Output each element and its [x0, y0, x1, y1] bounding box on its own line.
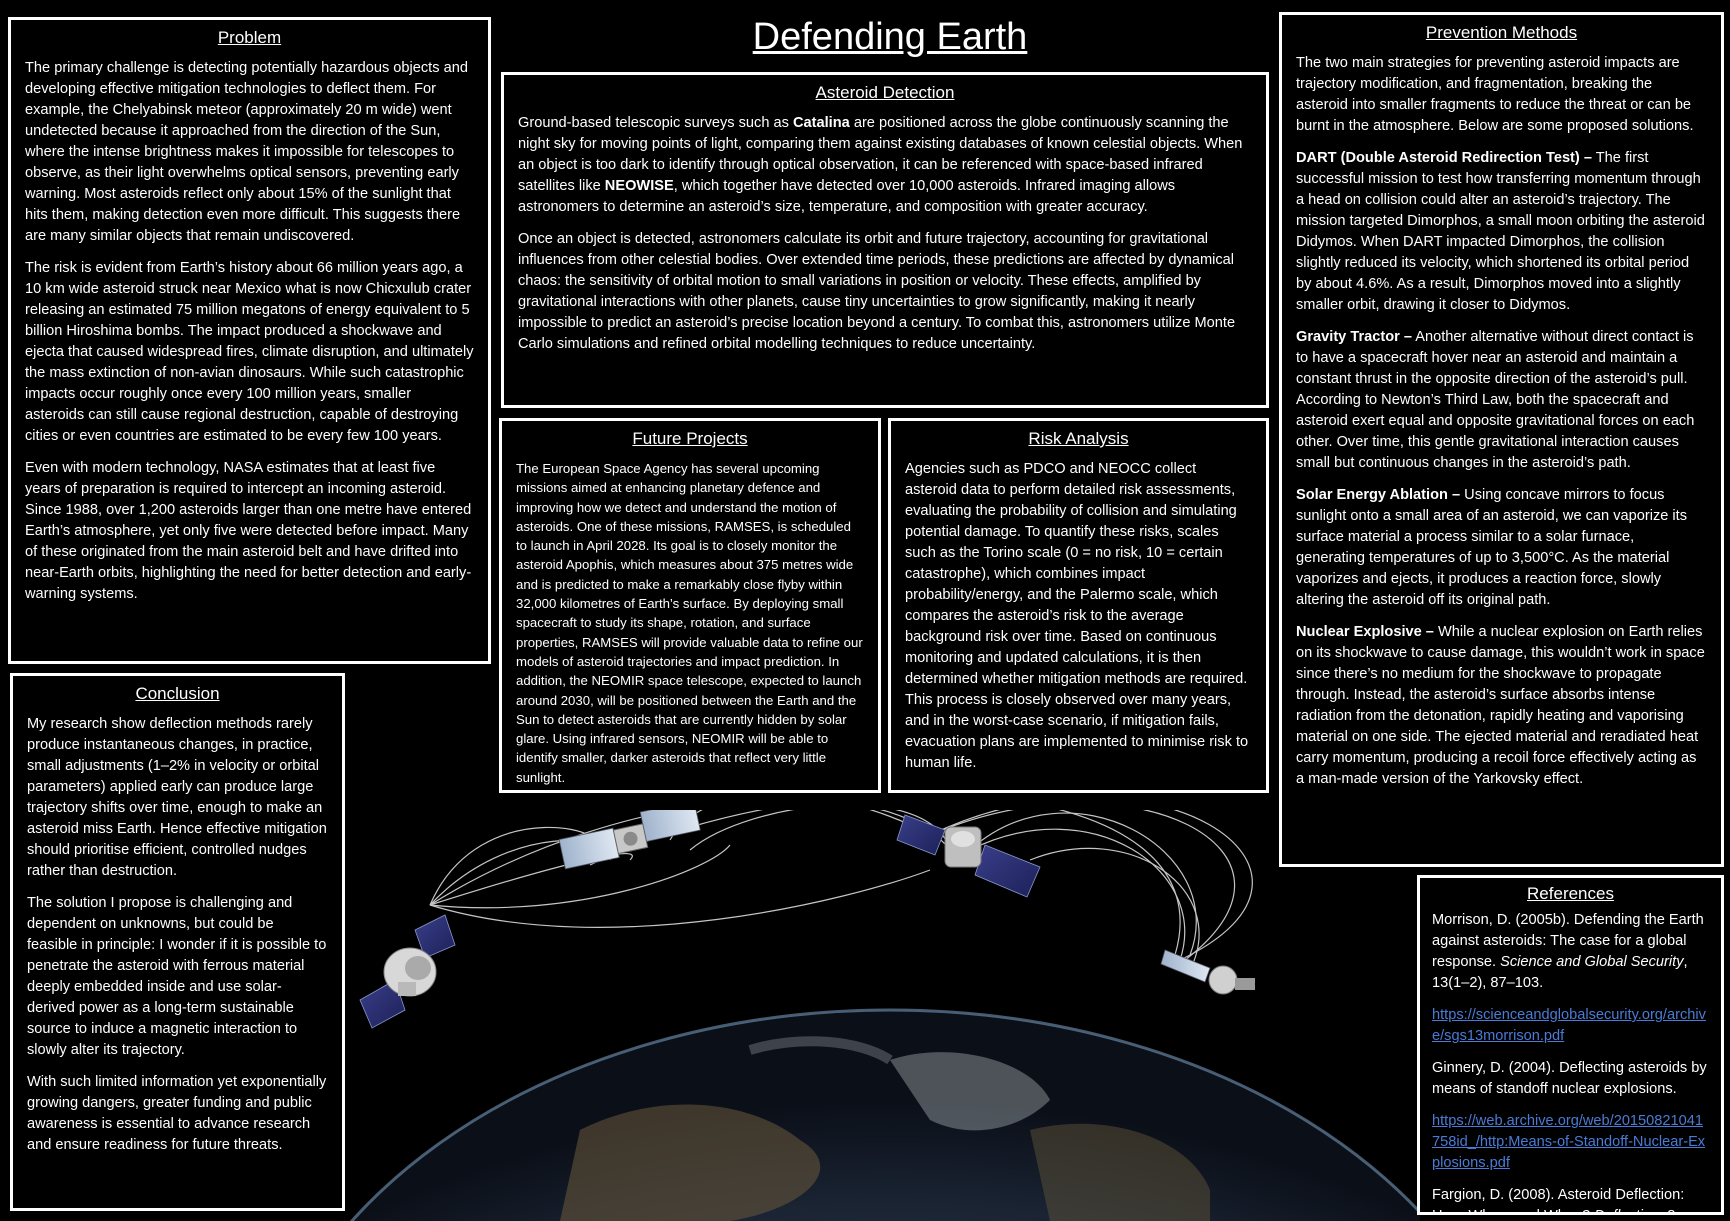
- satellite-icon: [359, 914, 456, 1029]
- satellite-icon: [896, 814, 1041, 898]
- prevention-methods-panel: Prevention Methods The two main strategi…: [1279, 12, 1724, 867]
- prevention-solar-ablation: Solar Energy Ablation – Using concave mi…: [1296, 487, 1688, 608]
- reference-fargion: Fargion, D. (2008). Asteroid Deflection:…: [1432, 1187, 1685, 1212]
- satellite-icon: [558, 810, 701, 870]
- problem-heading: Problem: [217, 28, 282, 47]
- satellite-icon: [1160, 949, 1255, 995]
- orbit-paths: [429, 810, 1253, 971]
- prevention-gravity-tractor: Gravity Tractor – Another alternative wi…: [1296, 329, 1695, 471]
- conclusion-heading: Conclusion: [135, 684, 220, 703]
- references-panel: References Morrison, D. (2005b). Defendi…: [1417, 875, 1724, 1215]
- detection-heading: Asteroid Detection: [815, 83, 955, 102]
- references-heading: References: [1527, 884, 1614, 903]
- prevention-nuclear: Nuclear Explosive – While a nuclear expl…: [1296, 624, 1705, 787]
- risk-paragraph-1: Agencies such as PDCO and NEOCC collect …: [905, 461, 1249, 771]
- conclusion-paragraph-3: With such limited information yet expone…: [27, 1074, 327, 1153]
- prevention-heading: Prevention Methods: [1425, 23, 1578, 42]
- reference-ginnery: Ginnery, D. (2004). Deflecting asteroids…: [1432, 1060, 1707, 1097]
- detection-paragraph-1: Ground-based telescopic surveys such as …: [518, 115, 1243, 215]
- prevention-dart: DART (Double Asteroid Redirection Test) …: [1296, 150, 1705, 313]
- reference-morrison: Morrison, D. (2005b). Defending the Eart…: [1432, 912, 1704, 991]
- problem-paragraph-1: The primary challenge is detecting poten…: [25, 60, 468, 244]
- risk-analysis-panel: Risk Analysis Agencies such as PDCO and …: [888, 418, 1269, 793]
- future-projects-panel: Future Projects The European Space Agenc…: [499, 418, 881, 793]
- conclusion-paragraph-1: My research show deflection methods rare…: [27, 716, 327, 879]
- prevention-intro: The two main strategies for preventing a…: [1296, 55, 1694, 134]
- conclusion-paragraph-2: The solution I propose is challenging an…: [27, 895, 327, 1058]
- reference-link-ginnery[interactable]: https://web.archive.org/web/201508210417…: [1432, 1113, 1706, 1171]
- problem-paragraph-3: Even with modern technology, NASA estima…: [25, 460, 472, 602]
- problem-panel: Problem The primary challenge is detecti…: [8, 17, 491, 664]
- neowise-term: NEOWISE: [604, 178, 674, 194]
- future-paragraph-1: The European Space Agency has several up…: [516, 461, 863, 785]
- earth-satellites-illustration: [349, 810, 1420, 1221]
- asteroid-detection-panel: Asteroid Detection Ground-based telescop…: [501, 72, 1269, 408]
- risk-heading: Risk Analysis: [1028, 429, 1129, 448]
- catalina-term: Catalina: [793, 115, 850, 131]
- problem-paragraph-2: The risk is evident from Earth’s history…: [25, 260, 474, 444]
- page-title: Defending Earth: [752, 16, 1028, 58]
- future-heading: Future Projects: [632, 429, 748, 448]
- reference-link-morrison[interactable]: https://scienceandglobalsecurity.org/arc…: [1432, 1007, 1706, 1044]
- conclusion-panel: Conclusion My research show deflection m…: [10, 673, 345, 1211]
- earth-image: [349, 1008, 1420, 1221]
- detection-paragraph-2: Once an object is detected, astronomers …: [518, 231, 1236, 352]
